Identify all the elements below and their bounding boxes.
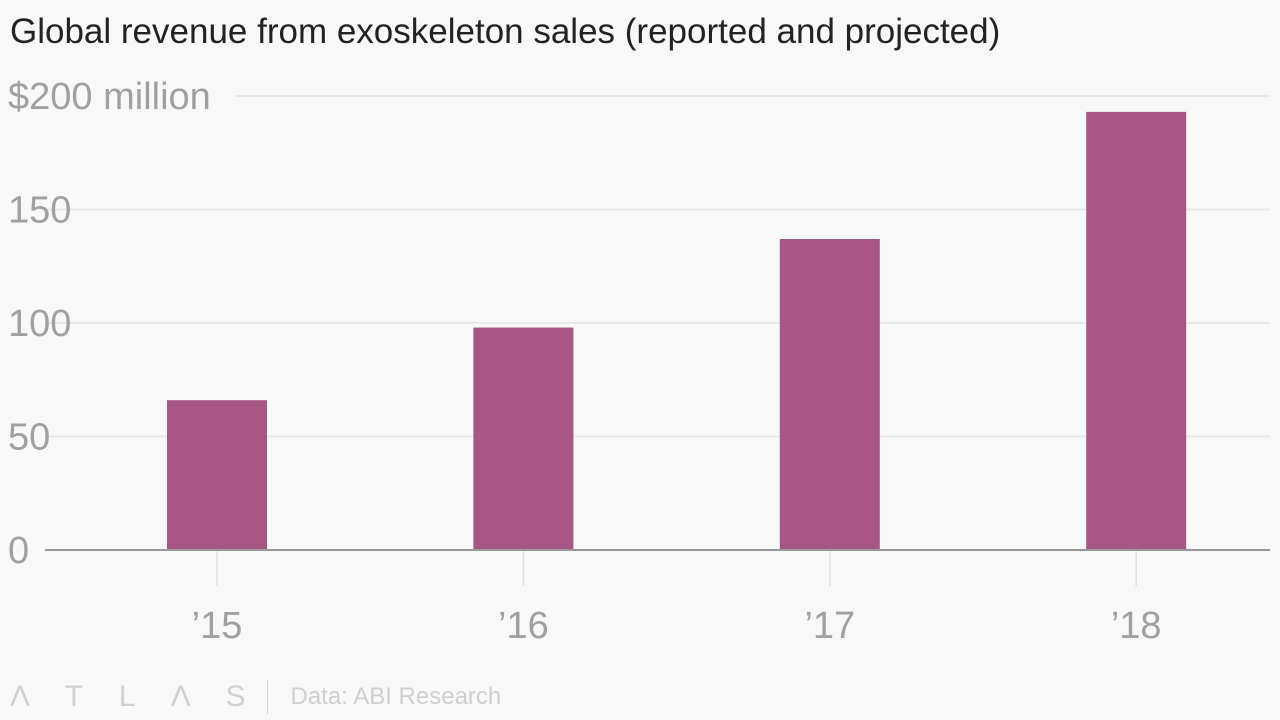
footer: Λ T L Λ S Data: ABI Research (10, 680, 501, 714)
y-tick-label: 50 (8, 417, 50, 459)
bar (779, 239, 880, 550)
source-note: Data: ABI Research (290, 683, 502, 710)
y-tick-label: 150 (8, 190, 71, 232)
chart-title: Global revenue from exoskeleton sales (r… (10, 12, 1001, 51)
divider (267, 680, 269, 714)
x-tick-label: ’16 (498, 605, 549, 647)
x-tick-label: ’18 (1111, 605, 1162, 647)
y-tick-label: 0 (8, 530, 29, 572)
atlas-logo: Λ T L Λ S (10, 680, 260, 713)
y-tick-label: $200 million (8, 76, 211, 118)
x-tick-label: ’17 (804, 605, 855, 647)
y-tick-label: 100 (8, 303, 71, 345)
bar (167, 400, 267, 550)
bar (1086, 111, 1187, 550)
bar (473, 327, 574, 550)
x-tick-label: ’15 (192, 605, 243, 647)
